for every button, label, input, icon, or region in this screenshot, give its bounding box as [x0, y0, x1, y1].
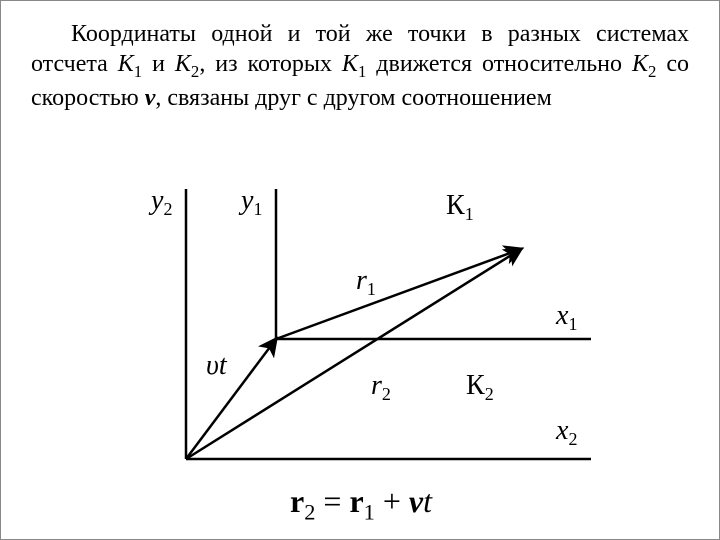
K2: K	[175, 51, 191, 77]
paragraph: Координаты одной и той же точки в разных…	[31, 19, 689, 113]
K1b: K	[342, 51, 358, 77]
eq: =	[315, 483, 349, 519]
r2: r	[290, 483, 304, 519]
s1: 1	[134, 62, 142, 81]
svg-text:x2: x2	[555, 415, 577, 449]
vector-diagram: y2 y1 К1 r1 x1 υt r2 К2 x2	[146, 179, 606, 499]
r2sub: 2	[304, 499, 315, 524]
p2: и	[142, 51, 175, 77]
svg-text:y2: y2	[148, 185, 172, 219]
plus: +	[375, 483, 409, 519]
svg-text:r1: r1	[356, 265, 376, 299]
tf: t	[423, 483, 432, 519]
p6: , связаны друг с другом соотношением	[155, 85, 551, 111]
r1sub: 1	[364, 499, 375, 524]
v-symbol: v	[145, 85, 156, 111]
svg-text:К2: К2	[466, 370, 494, 404]
p3: , из которых	[199, 51, 342, 77]
r1: r	[349, 483, 363, 519]
svg-text:y1: y1	[238, 185, 262, 219]
svg-text:r2: r2	[371, 370, 391, 404]
svg-text:x1: x1	[555, 300, 577, 334]
K2b: K	[632, 51, 648, 77]
p4: движется относительно	[366, 51, 632, 77]
svg-text:υt: υt	[206, 350, 228, 381]
vf: v	[409, 483, 423, 519]
formula: r2 = r1 + vt	[1, 483, 720, 525]
svg-text:К1: К1	[446, 190, 474, 224]
K1: K	[118, 51, 134, 77]
